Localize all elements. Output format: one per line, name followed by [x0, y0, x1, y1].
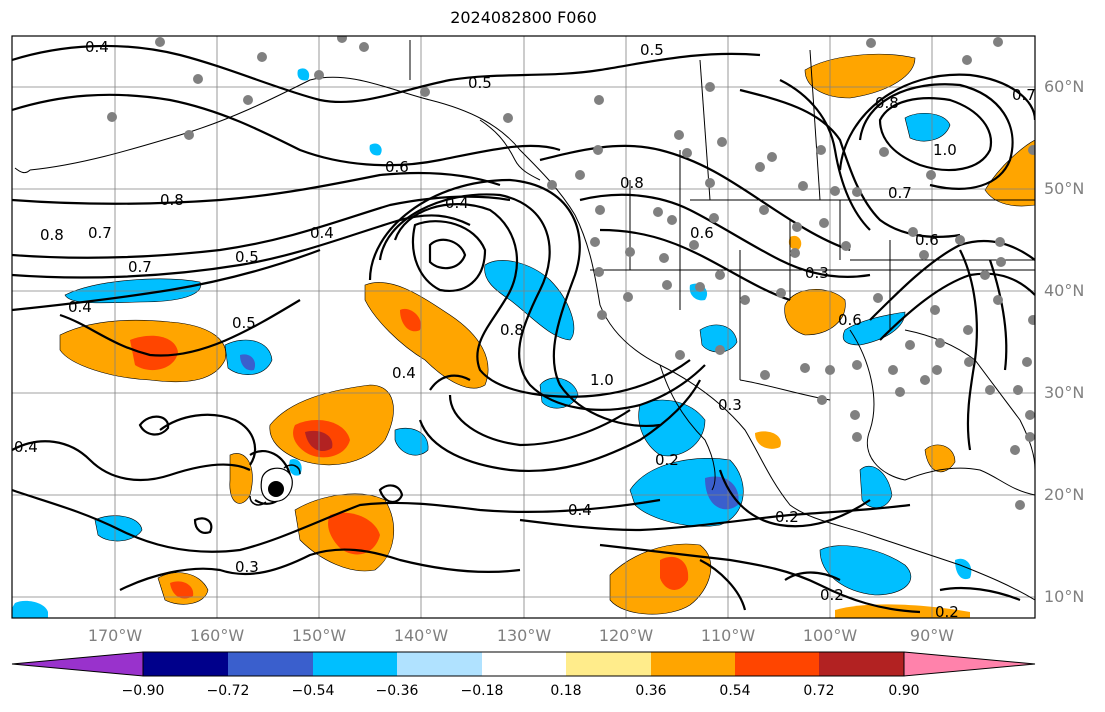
colorbar-segment [482, 652, 566, 676]
contour-label: 0.5 [232, 314, 256, 332]
lon-label: 110°W [700, 626, 756, 645]
lon-label: 90°W [909, 626, 955, 645]
colorbar-tick: −0.72 [206, 683, 250, 699]
map-frame [11, 35, 1036, 619]
colorbar-segment [819, 652, 904, 676]
contour-label: 0.7 [1012, 86, 1036, 104]
contour-label: 0.2 [820, 586, 844, 604]
lat-label: 30°N [1044, 383, 1085, 402]
contour-label: 0.6 [838, 311, 862, 329]
graticule [12, 36, 1035, 618]
lat-label: 20°N [1044, 485, 1085, 504]
colorbar-tick: −0.54 [291, 683, 335, 699]
colorbar-extend-min [11, 651, 144, 677]
contour-label: 0.6 [915, 231, 939, 249]
lon-label: 140°W [393, 626, 449, 645]
lon-label: 100°W [802, 626, 858, 645]
contour-label: 0.8 [160, 191, 184, 209]
lat-label: 40°N [1044, 281, 1085, 300]
lon-label: 170°W [87, 626, 143, 645]
contour-label: 0.5 [235, 248, 259, 266]
station-dots [107, 36, 1035, 510]
colorbar-tick: −0.36 [375, 683, 419, 699]
contour-lines [12, 44, 1035, 614]
contour-label: 0.7 [888, 184, 912, 202]
lat-label: 60°N [1044, 77, 1085, 96]
contour-label: 0.2 [655, 451, 679, 469]
contour-label: 0.3 [235, 558, 259, 576]
contour-label: 0.8 [40, 226, 64, 244]
contour-label: 0.4 [310, 224, 334, 242]
colorbar-segment [143, 652, 228, 676]
tropical-cyclone-icon[interactable] [249, 464, 301, 506]
colorbar [11, 651, 1036, 677]
lon-label: 160°W [189, 626, 245, 645]
contour-label: 0.4 [392, 364, 416, 382]
contour-label: 1.0 [590, 371, 614, 389]
lon-label: 130°W [496, 626, 552, 645]
colorbar-segment [566, 652, 651, 676]
colorbar-tick: 0.72 [803, 683, 835, 699]
colorbar-segment [651, 652, 735, 676]
colorbar-extend-max [903, 651, 1036, 677]
map-title: 2024082800 F060 [450, 8, 597, 27]
contour-label: 0.8 [875, 94, 899, 112]
colorbar-tick: 0.18 [550, 683, 582, 699]
contour-label: 0.5 [468, 74, 492, 92]
colorbar-segment [397, 652, 482, 676]
contour-label: 1.0 [933, 141, 957, 159]
contour-label: 0.2 [775, 508, 799, 526]
contour-label: 0.8 [620, 174, 644, 192]
lon-label: 150°W [291, 626, 347, 645]
contour-label: 0.3 [805, 264, 829, 282]
contour-label: 0.6 [690, 224, 714, 242]
lat-label: 50°N [1044, 179, 1085, 198]
colorbar-tick: −0.90 [121, 683, 165, 699]
contour-label: 0.5 [640, 41, 664, 59]
contour-label: 0.8 [500, 321, 524, 339]
lat-label: 10°N [1044, 587, 1085, 606]
contour-label: 0.4 [568, 501, 592, 519]
colorbar-tick: 0.36 [635, 683, 667, 699]
colorbar-tick: −0.18 [460, 683, 504, 699]
colorbar-segment [228, 652, 313, 676]
contour-label: 0.4 [68, 298, 92, 316]
contour-label: 0.7 [128, 258, 152, 276]
contour-label: 0.6 [385, 158, 409, 176]
lon-label: 120°W [598, 626, 654, 645]
coastlines [14, 40, 1035, 601]
colorbar-tick: 0.54 [719, 683, 751, 699]
contour-label: 0.4 [445, 194, 469, 212]
colorbar-segment [313, 652, 397, 676]
colorbar-tick: 0.90 [888, 683, 920, 699]
contour-label: 0.4 [85, 38, 109, 56]
contour-label: 0.2 [935, 603, 959, 621]
contour-labels: 0.4 0.5 0.6 0.8 0.7 0.4 0.5 0.4 0.8 0.6 … [14, 38, 1036, 621]
contour-label: 0.4 [14, 438, 38, 456]
contour-label: 0.7 [88, 224, 112, 242]
colorbar-segment [735, 652, 819, 676]
contour-label: 0.3 [718, 396, 742, 414]
